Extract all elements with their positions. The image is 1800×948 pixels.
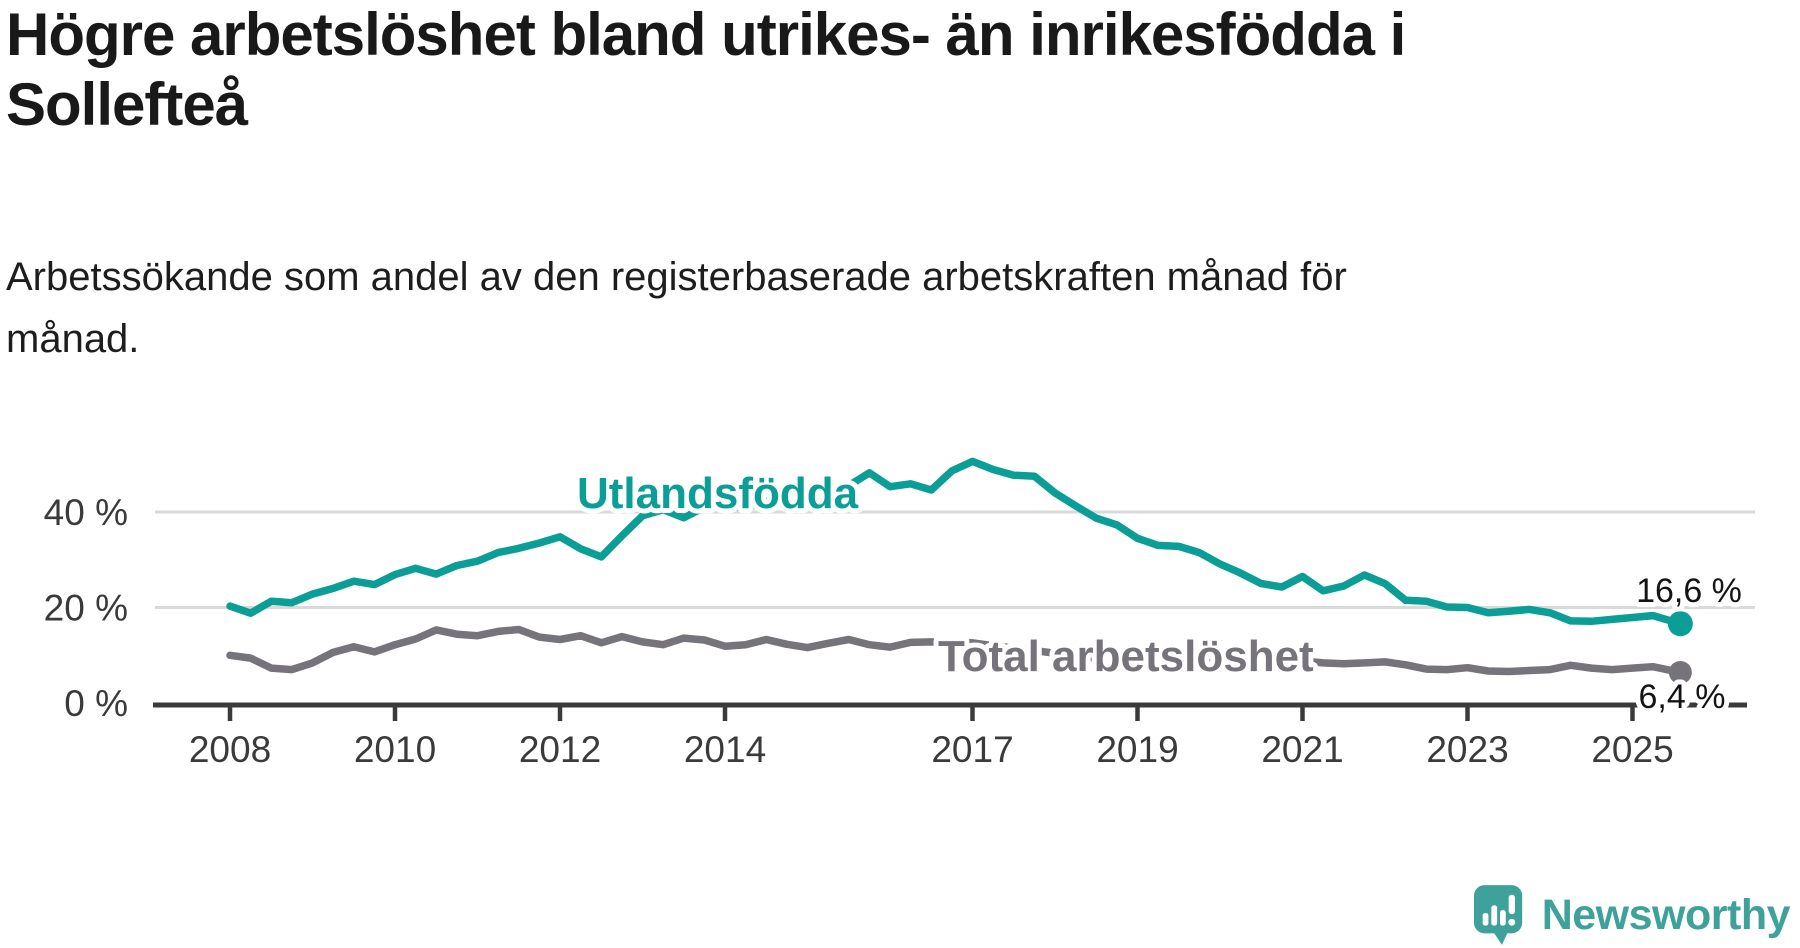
series-line-utlandsfodda — [226, 457, 1685, 628]
x-axis-tick-label-2025: 2025 — [1591, 729, 1673, 770]
chart-subtitle-line1: Arbetssökande som andel av den registerb… — [6, 255, 1347, 299]
chart-title-line2: Sollefteå — [6, 71, 248, 138]
x-axis-tick-label-2021: 2021 — [1261, 729, 1343, 770]
x-axis-tick-label-2017: 2017 — [931, 729, 1013, 770]
x-axis-tick-label-2023: 2023 — [1426, 729, 1508, 770]
x-axis-tick-label-2014: 2014 — [684, 729, 766, 770]
newsworthy-logo-text: Newsworthy — [1541, 890, 1791, 939]
y-axis-tick-label-0: 0 % — [64, 683, 128, 724]
chart-subtitle: Arbetssökande som andel av den registerb… — [6, 246, 1347, 370]
series-line-total-arbetsloshet — [226, 625, 1685, 677]
newsworthy-logo-icon — [1473, 885, 1522, 945]
x-axis-tick-label-2012: 2012 — [519, 729, 601, 770]
series-end-label-total-arbetsloshet: 6,4 % — [1639, 678, 1726, 716]
y-axis-tick-label-40: 40 % — [44, 492, 128, 533]
series-label-total-arbetsloshet: Total arbetslöshet — [938, 632, 1314, 681]
x-axis-tick-label-2008: 2008 — [189, 729, 271, 770]
y-axis-tick-label-20: 20 % — [44, 588, 128, 629]
chart-title-line1: Högre arbetslöshet bland utrikes- än inr… — [6, 1, 1406, 68]
x-axis-tick-label-2010: 2010 — [354, 729, 436, 770]
series-end-label-utlandsfodda: 16,6 % — [1636, 572, 1742, 610]
series-end-dot-total-arbetsloshet — [1668, 660, 1692, 684]
x-axis-tick-label-2019: 2019 — [1096, 729, 1178, 770]
chart-subtitle-line2: månad. — [6, 317, 140, 361]
series-label-utlandsfodda: Utlandsfödda — [577, 469, 859, 518]
chart-title: Högre arbetslöshet bland utrikes- än inr… — [6, 0, 1406, 140]
series-end-dot-utlandsfodda — [1667, 611, 1693, 637]
newsworthy-logo: Newsworthy — [1473, 884, 1791, 946]
